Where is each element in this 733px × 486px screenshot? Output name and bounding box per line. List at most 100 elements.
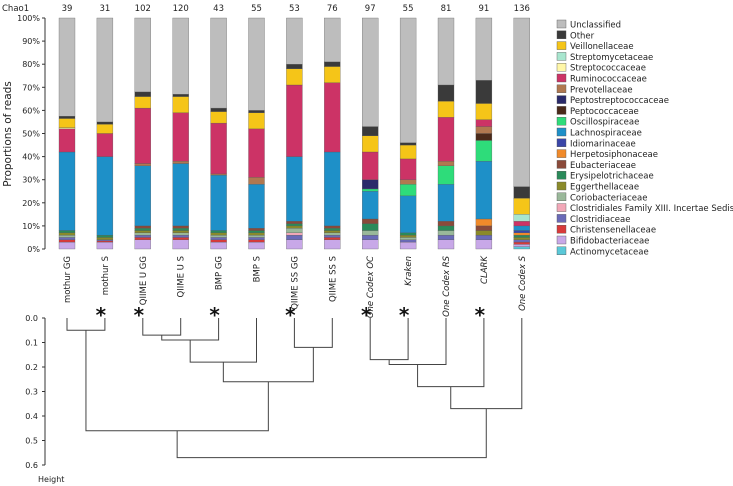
bar-segment	[324, 237, 341, 240]
legend-swatch	[556, 95, 567, 104]
y-tick-label: 0%	[27, 245, 40, 254]
bar-qiime-ss-s	[324, 17, 341, 250]
y-tick-label: 80%	[22, 60, 40, 69]
bar-segment	[286, 221, 303, 224]
x-tick-label: BMP S	[253, 256, 263, 282]
bar-segment	[172, 237, 189, 240]
bar-segment	[172, 96, 189, 113]
x-tick-label: mothur S	[101, 256, 111, 295]
bar-bmp-gg	[210, 17, 227, 250]
legend-label: Ruminococcaceae	[570, 75, 647, 85]
dendrogram-tick-label: 0.3	[25, 388, 38, 397]
bar-segment	[513, 232, 530, 236]
bar-segment	[513, 198, 530, 215]
legend-swatch	[556, 52, 567, 61]
bar-segment	[475, 218, 493, 227]
bar-segment	[399, 234, 417, 238]
significance-star: *	[96, 303, 107, 327]
x-tick-label: Kraken	[404, 256, 414, 286]
bar-segment	[324, 17, 341, 63]
bar-segment	[58, 118, 76, 128]
bar-segment	[172, 234, 189, 238]
legend-label: Veillonellaceae	[570, 42, 634, 52]
bar-segment	[324, 234, 341, 238]
bar-segment	[399, 179, 417, 185]
bar-segment	[399, 142, 417, 146]
bar-segment	[248, 17, 265, 111]
bar-segment	[513, 186, 530, 199]
legend-label: Herpetosiphonaceae	[570, 150, 658, 160]
bar-segment	[362, 223, 379, 231]
bar-segment	[210, 17, 227, 109]
bar-segment	[362, 179, 379, 190]
legend-swatch	[556, 149, 567, 158]
legend: UnclassifiedOtherVeillonellaceaeStreptom…	[556, 19, 733, 257]
dendrogram-link	[293, 318, 333, 348]
bar-segment	[513, 244, 530, 247]
x-tick-label: QIIME SS S	[328, 256, 338, 302]
bar-segment	[362, 234, 379, 240]
bar-segment	[286, 228, 303, 233]
bar-segment	[475, 140, 493, 162]
y-tick-label: 40%	[22, 153, 40, 162]
bar-segment	[286, 223, 303, 227]
y-tick-label: 100%	[17, 14, 40, 23]
chao1-value: 91	[478, 4, 489, 14]
bar-segment	[134, 225, 151, 229]
bar-segment	[58, 232, 76, 236]
bar-segment	[513, 230, 530, 233]
bar-segment	[475, 234, 493, 240]
bar-segment	[399, 237, 417, 240]
dendrogram-link	[388, 318, 447, 366]
dendrogram-link	[142, 318, 182, 336]
bar-one-codex-rs	[437, 17, 455, 250]
legend-label: Christensenellaceae	[570, 226, 656, 236]
bar-segment	[248, 177, 265, 185]
dendrogram-tick-label: 0.1	[25, 339, 38, 348]
bar-segment	[134, 96, 151, 109]
bar-mothur-s	[96, 17, 114, 250]
dendrogram-y-label: Height	[38, 475, 64, 484]
bar-segment	[399, 241, 417, 250]
legend-label: Idiomarinaceae	[570, 139, 636, 149]
y-tick-label: 60%	[22, 106, 40, 115]
bar-segment	[513, 234, 530, 238]
bar-segment	[362, 135, 379, 153]
bar-segment	[399, 239, 417, 243]
bar-segment	[248, 112, 265, 130]
y-tick-label: 70%	[22, 83, 40, 92]
y-tick-label: 50%	[22, 130, 40, 139]
legend-swatch	[556, 127, 567, 137]
y-tick-label: 10%	[22, 222, 40, 231]
bar-segment	[513, 225, 530, 231]
bar-segment	[248, 234, 265, 238]
x-tick-label: mothur GG	[63, 256, 73, 303]
bar-segment	[210, 237, 227, 240]
bar-segment	[96, 241, 114, 250]
chao1-value: 76	[327, 4, 338, 14]
bar-segment	[513, 214, 530, 222]
bar-segment	[134, 165, 151, 227]
bar-segment	[324, 228, 341, 231]
bar-segment	[58, 151, 76, 231]
legend-label: Other	[570, 31, 595, 41]
chao1-value: 31	[99, 4, 110, 14]
legend-label: Prevotellaceae	[570, 85, 633, 95]
bar-segment	[475, 119, 493, 127]
chao1-value: 55	[251, 4, 262, 14]
bar-segment	[324, 66, 341, 83]
bar-segment	[210, 111, 227, 124]
bar-segment	[58, 127, 76, 130]
chao1-value: 81	[441, 4, 452, 14]
bar-segment	[437, 234, 455, 240]
bar-segment	[134, 237, 151, 240]
dendrogram-tick-label: 0.5	[25, 437, 38, 446]
legend-swatch	[556, 224, 567, 234]
bar-segment	[475, 239, 493, 250]
bar-segment	[172, 94, 189, 97]
bar-segment	[286, 232, 303, 236]
legend-label: Erysipelotrichaceae	[570, 172, 654, 182]
bar-segment	[286, 225, 303, 229]
bar-segment	[475, 17, 493, 81]
